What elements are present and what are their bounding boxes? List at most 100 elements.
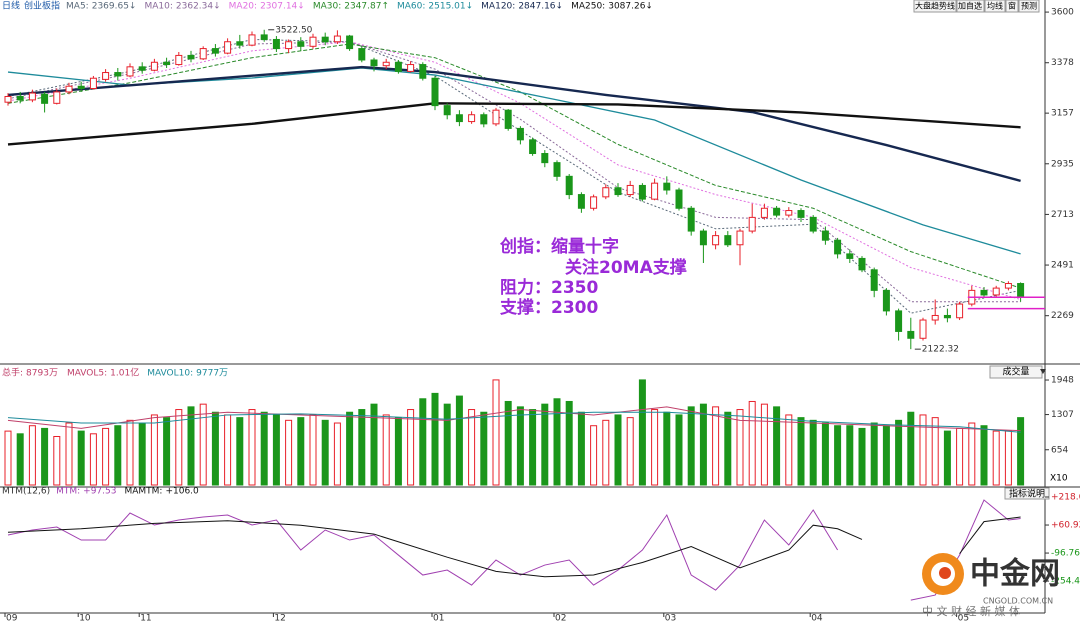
button[interactable] — [956, 0, 985, 13]
annotation: 创指：缩量十字 — [499, 236, 619, 257]
candle-body — [760, 207, 768, 218]
y-tick-label: 2935 — [1051, 159, 1074, 169]
candle-body — [858, 257, 866, 271]
candle-body — [809, 216, 817, 232]
candle-body — [431, 77, 439, 107]
candle-body — [248, 34, 256, 46]
button-label[interactable]: 窗 — [1008, 1, 1016, 11]
x-tick-label: 03 — [665, 614, 676, 623]
candle-body — [187, 54, 195, 60]
indicator-select-label[interactable]: 成交量 — [1002, 366, 1029, 378]
candle-body — [126, 66, 134, 77]
button-label[interactable]: 大盘趋势线 — [915, 1, 955, 11]
candle-body — [370, 59, 378, 67]
x-tick-label: 12 — [274, 614, 285, 623]
candle-body — [797, 210, 805, 218]
candle-body — [102, 72, 110, 80]
annotation: 阻力：2350 — [500, 277, 598, 298]
candle-body — [907, 330, 915, 339]
volume-bar — [407, 409, 415, 486]
candle-body — [77, 85, 85, 90]
volume-bar — [504, 400, 512, 486]
volume-bar — [943, 430, 951, 486]
candle-body — [773, 207, 781, 216]
button[interactable] — [984, 0, 1006, 13]
x-tick-label: 10 — [79, 614, 91, 623]
button-label[interactable]: 均线 — [987, 1, 1003, 11]
volume-bar — [321, 419, 329, 486]
candle-body — [65, 85, 73, 93]
volume-bar — [663, 411, 671, 486]
candle-body — [651, 182, 659, 200]
button[interactable] — [913, 0, 957, 13]
y-tick-label: 3378 — [1051, 58, 1074, 68]
volume-bar — [211, 411, 219, 486]
candle-body — [346, 35, 354, 50]
volume-bar — [980, 425, 988, 486]
candle-body — [870, 269, 878, 291]
y-tick-label: 1948 — [1051, 376, 1074, 386]
candle-body — [577, 194, 585, 209]
volume-bar — [760, 403, 768, 486]
candle-body — [297, 41, 305, 47]
volume-bar — [956, 427, 964, 486]
candle-body — [175, 54, 183, 66]
volume-bar — [370, 403, 378, 486]
candle-body — [895, 310, 903, 332]
volume-bar — [687, 406, 695, 486]
volume-bar — [1017, 417, 1025, 486]
annotation: 支撑：2300 — [500, 297, 598, 318]
volume-bar — [309, 414, 317, 486]
volume-bar — [224, 414, 232, 486]
candle-body — [516, 127, 524, 141]
volume-bar — [821, 422, 829, 486]
y-tick-label: 2713 — [1051, 210, 1074, 220]
legend-value: 2307.14↓ — [260, 2, 305, 12]
volume-bar — [394, 417, 402, 486]
volume-bar — [992, 430, 1000, 486]
button[interactable] — [1018, 0, 1040, 13]
help-button-label[interactable]: 指标说明 — [1009, 488, 1045, 500]
volume-bar — [272, 414, 280, 486]
button[interactable] — [1005, 0, 1019, 13]
candle-body — [541, 153, 549, 164]
volume-bar — [907, 411, 915, 486]
logo: 中金网 CNGOLD.COM.CN 中 文 财 经 新 媒 体 — [922, 553, 1060, 618]
volume-bar — [248, 409, 256, 486]
legend-name: MAVOL10: — [147, 369, 193, 379]
candle-body — [272, 38, 280, 50]
legend-name: MTM: — [56, 487, 80, 497]
volume-bar — [858, 427, 866, 486]
logo-core — [939, 567, 951, 579]
y-tick-label: -254.4 — [1051, 577, 1080, 587]
candle-body — [443, 105, 451, 116]
volume-bar — [809, 419, 817, 486]
volume-bar — [968, 422, 976, 486]
candle-body — [89, 77, 97, 90]
candle-body — [455, 114, 463, 123]
candle-body — [333, 35, 341, 43]
candle-body — [138, 66, 146, 71]
button-label[interactable]: 预测 — [1021, 1, 1037, 11]
volume-bar — [1004, 430, 1012, 486]
volume-bar — [297, 417, 305, 486]
help-button[interactable] — [1004, 487, 1050, 500]
series-line — [7, 102, 1021, 146]
candle-body — [675, 189, 683, 209]
volume-bar — [626, 417, 634, 486]
candle-body — [236, 41, 244, 46]
candle-body — [163, 61, 171, 66]
candle-body — [4, 95, 12, 103]
candle-body — [736, 230, 744, 246]
candle-body — [992, 287, 1000, 296]
candle-body — [41, 93, 49, 104]
logo-slogan: 中 文 财 经 新 媒 体 — [922, 604, 1020, 618]
volume-bar — [455, 395, 463, 486]
candle-body — [260, 34, 268, 40]
candle-body — [687, 207, 695, 232]
candle-body — [468, 114, 476, 123]
candle-body — [492, 109, 500, 125]
button-label[interactable]: 加自选 — [958, 1, 982, 11]
